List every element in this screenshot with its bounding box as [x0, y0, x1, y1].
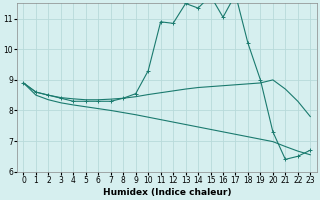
X-axis label: Humidex (Indice chaleur): Humidex (Indice chaleur): [103, 188, 231, 197]
